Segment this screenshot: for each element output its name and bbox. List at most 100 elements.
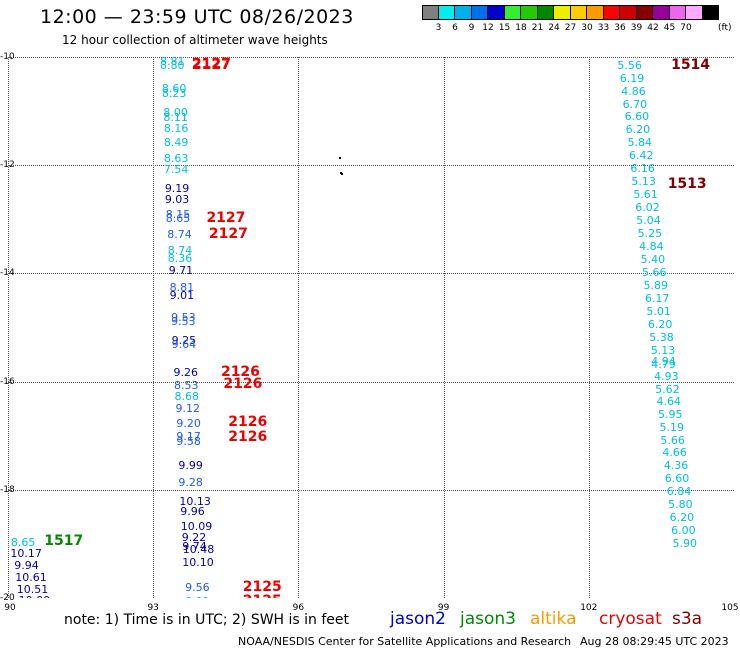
colorbar-swatch	[554, 5, 571, 20]
colorbar-tick-label: 9	[468, 23, 475, 33]
wave-height-observation: 9.26	[173, 366, 199, 380]
wave-height-observation: 9.56	[185, 581, 210, 595]
credit-text: NOAA/NESDIS Center for Satellite Applica…	[238, 635, 572, 648]
wave-height-observation: 6.20	[625, 123, 651, 137]
wave-height-observation: 10.00	[19, 595, 51, 598]
colorbar-swatch	[471, 5, 488, 20]
latitude-tick-label: -18	[0, 484, 15, 495]
pass-number-label: 1513	[667, 176, 707, 193]
wave-height-observation: 6.42	[628, 149, 654, 163]
wave-height-observation: 8.15	[165, 207, 191, 221]
colorbar-swatch	[537, 5, 554, 20]
wave-height-observation: 6.19	[619, 71, 645, 85]
colorbar-tick-label: 18	[515, 23, 527, 33]
longitude-gridline	[8, 57, 9, 598]
wave-height-observation: 9.53	[171, 310, 196, 324]
wave-height-observation: 5.25	[637, 227, 663, 241]
colorbar-swatch	[686, 5, 703, 20]
latitude-gridline	[8, 489, 734, 491]
wave-height-observation: 9.99	[178, 459, 203, 473]
pass-number-label: 2125	[243, 594, 282, 598]
colorbar-swatch	[504, 5, 521, 20]
island-marker	[340, 171, 343, 174]
colorbar-swatch	[636, 5, 653, 20]
colorbar-frame	[422, 5, 719, 20]
map-subtitle: 12 hour collection of altimeter wave hei…	[62, 33, 328, 47]
wave-height-observation: 9.94	[14, 558, 39, 572]
wave-height-observation: 10.17	[10, 547, 42, 561]
wave-height-observation: 5.13	[631, 175, 656, 189]
wave-height-observation: 6.16	[630, 161, 655, 175]
wave-height-observation: 6.70	[622, 97, 648, 111]
wave-height-observation: 5.38	[649, 331, 674, 345]
colorbar-tick-label: 45	[663, 23, 676, 33]
colorbar-tick-label: 30	[581, 23, 593, 33]
wave-height-observation: 4.36	[663, 459, 689, 473]
colorbar-swatch	[422, 5, 439, 20]
wave-height-observation: 4.84	[639, 240, 664, 254]
colorbar-tick-label: 21	[531, 23, 544, 33]
colorbar-swatch	[669, 5, 686, 20]
generated-timestamp: Aug 28 08:29:45 UTC 2023	[580, 635, 729, 648]
colorbar-tick-label: 6	[452, 23, 458, 33]
wave-height-observation: 5.84	[627, 135, 653, 149]
wave-height-observation: 7.54	[163, 162, 189, 176]
latitude-tick-label: -16	[0, 376, 15, 387]
wave-height-observation: 5.04	[636, 214, 661, 228]
wave-height-observation: 8.16	[163, 122, 189, 136]
wave-height-observation: 8.68	[174, 390, 199, 404]
colorbar-swatch	[653, 5, 670, 20]
wave-height-observation: 8.11	[163, 110, 188, 124]
wave-height-observation: 4.93	[654, 369, 679, 383]
wave-height-observation: 8.91	[185, 596, 210, 598]
pass-number-label: 1514	[671, 57, 711, 74]
colorbar-unit-label: (ft)	[718, 23, 732, 33]
latitude-tick-label: -20	[0, 593, 15, 603]
colorbar-swatch	[587, 5, 604, 20]
wave-height-observation: 5.80	[668, 498, 693, 512]
wave-height-observation: 10.48	[182, 542, 215, 556]
wave-height-observation: 9.19	[164, 181, 190, 195]
pass-number-label: 2126	[228, 414, 268, 431]
wave-height-observation: 8.81	[169, 280, 195, 294]
wave-height-observation: 5.95	[658, 408, 683, 422]
wave-height-observation: 6.60	[664, 472, 690, 486]
wave-height-observation: 6.84	[666, 485, 692, 499]
latitude-gridline	[8, 165, 734, 167]
wave-height-observation: 5.89	[643, 279, 668, 293]
colorbar-tick-label: 27	[564, 23, 577, 33]
longitude-tick-label: 93	[147, 603, 159, 613]
colorbar-tick-label: 15	[498, 23, 511, 33]
pass-number-label: 2127	[206, 210, 246, 227]
legend-item-jason2: jason2	[390, 609, 446, 629]
colorbar-tick-label: 70	[680, 23, 692, 33]
wave-height-observation: 6.20	[647, 317, 673, 331]
wave-height-observation: 9.64	[171, 337, 197, 351]
pass-number-label: 2127	[208, 225, 248, 242]
pass-number-label: 2127	[191, 57, 231, 74]
pass-number-label: 2126	[228, 428, 268, 445]
longitude-gridline	[588, 57, 590, 598]
wave-height-observation: 9.12	[175, 401, 200, 415]
wave-height-observation: 5.40	[640, 253, 666, 267]
wave-height-observation: 9.58	[176, 435, 201, 449]
pass-number-label: 2126	[223, 376, 263, 393]
wave-height-observation: 6.02	[635, 201, 660, 215]
wave-height-observation: 4.64	[656, 395, 682, 409]
wave-height-observation: 5.19	[659, 421, 684, 435]
island-marker	[339, 157, 342, 160]
wave-height-observation: 10.51	[16, 582, 49, 596]
wave-height-map: 8.81 8.80 8.60 8.23 8.00 8.11 8.16 8.49 8.63 7.54…	[8, 57, 734, 598]
wave-height-observation: 8.00	[163, 106, 188, 120]
wave-height-observation: 5.56	[617, 59, 642, 73]
wave-height-observation: 4.86	[621, 85, 646, 99]
wave-height-observation: 4.79	[651, 358, 676, 372]
wave-height-observation: 6.20	[669, 510, 695, 524]
map-title: 12:00 — 23:59 UTC 08/26/2023	[40, 6, 354, 28]
pass-number-label: 2127	[191, 57, 231, 72]
wave-height-observation: 5.01	[646, 305, 671, 319]
colorbar-swatch	[620, 5, 637, 20]
colorbar-swatch	[438, 5, 455, 20]
wave-height-observation: 10.61	[15, 570, 47, 584]
wave-height-observation: 8.80	[159, 59, 185, 73]
